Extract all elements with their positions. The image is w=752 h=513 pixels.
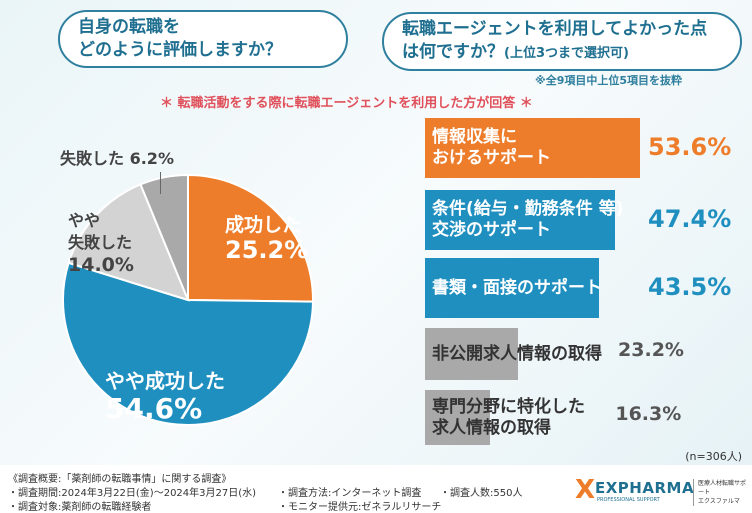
sample-size: (n=306人) [685, 450, 742, 463]
pie-slice-3 [139, 173, 189, 301]
pie-chart [62, 173, 315, 426]
question-line: どのように評価しますか？ [78, 40, 282, 60]
bar-value: 23.2% [618, 339, 684, 361]
footer-method: ・調査方法:インターネット調査 [278, 488, 422, 499]
bar-label: 書類・面接のサポート [432, 277, 602, 298]
bar-3 [425, 328, 519, 380]
bar-2 [425, 258, 600, 318]
pie-label-somewhat-fail: やや 失敗した 14.0% [68, 211, 134, 276]
footer-target: ・調査対象:薬剤師の転職経験者 [8, 502, 152, 513]
footer-monitor: ・モニター提供元:ゼネラルリサーチ [278, 502, 442, 513]
bar-label: 情報収集に おけるサポート [432, 127, 551, 168]
bar-label: 専門分野に特化した 求人情報の取得 [432, 396, 585, 438]
bar-value: 47.4% [648, 205, 732, 233]
pie-label-fail: 失敗した 6.2% [60, 149, 174, 168]
logo-side: 医療人材転職サポート [698, 480, 747, 496]
logo-tagline: PROFESSIONAL SUPPORT [597, 497, 660, 503]
footer-count: ・調査人数:550人 [440, 488, 523, 499]
leader-line [160, 172, 161, 194]
question-right: 転職エージェントを利用してよかった点 は何ですか？(上位3つまで選択可) [382, 12, 742, 71]
pie-label-success: 成功した 25.2% [225, 214, 309, 264]
bar-value: 16.3% [615, 402, 682, 425]
pie-slice-0 [187, 173, 314, 303]
bar-1 [425, 190, 616, 250]
logo-brand: EXPHARMA [595, 479, 695, 497]
question-line: 自身の転職を [78, 17, 180, 37]
pie-label-somewhat-success: やや成功した 54.6% [105, 369, 225, 425]
bar-value: 43.5% [648, 273, 732, 301]
pie-slice-2 [67, 183, 190, 302]
bar-0 [425, 118, 640, 178]
logo: X EXPHARMA PROFESSIONAL SUPPORT 医療人材転職サポ… [575, 475, 750, 509]
bar-label: 非公開求人情報の取得 [432, 343, 602, 364]
note: ※全9項目中上位5項目を抜粋 [535, 74, 683, 87]
pie-slice-1 [62, 261, 315, 426]
bar-4 [425, 390, 491, 445]
footer-title: 《調査概要:「薬剤師の転職事情」に関する調査》 [8, 474, 232, 485]
subtitle: ＊ 転職活動をする際に転職エージェントを利用した方が回答 ＊ [160, 96, 533, 111]
bar-label: 条件(給与・勤務条件 等) 交渉のサポート [432, 199, 624, 240]
question-line: は何ですか？ [402, 42, 504, 62]
footer-period: ・調査期間:2024年3月22日(金)～2024年3月27日(水) [8, 488, 257, 499]
question-left: 自身の転職を どのように評価しますか？ [58, 10, 348, 68]
bar-value: 53.6% [648, 133, 732, 161]
logo-side: エクスファルマ [698, 498, 740, 505]
logo-x-mark: X [575, 475, 596, 505]
question-qualifier: (上位3つまで選択可) [504, 46, 629, 61]
question-line: 転職エージェントを利用してよかった点 [402, 19, 708, 39]
